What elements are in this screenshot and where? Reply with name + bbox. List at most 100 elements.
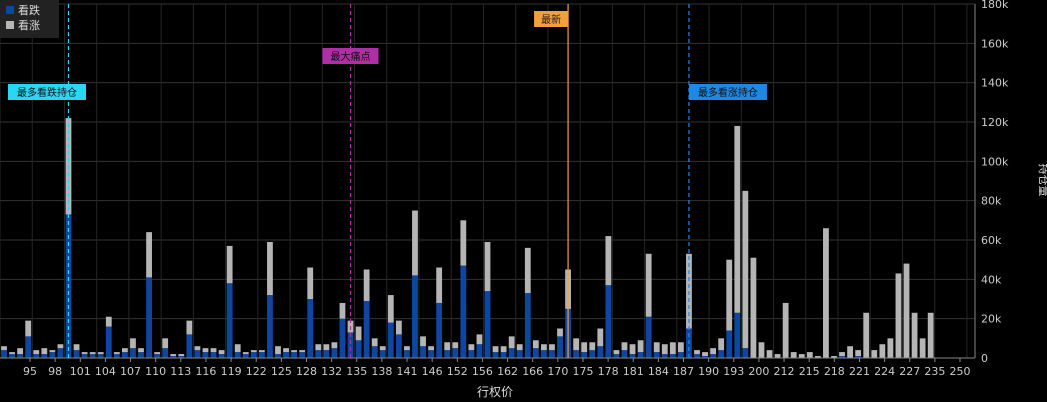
put-bar <box>331 348 338 358</box>
call-bar <box>919 338 926 358</box>
call-bar <box>782 302 789 358</box>
put-bar <box>138 352 144 358</box>
call-bar <box>412 210 418 276</box>
put-bar <box>234 352 241 358</box>
put-bar <box>557 336 563 358</box>
put-bar <box>186 334 193 358</box>
put-bar <box>242 354 249 358</box>
call-bar <box>661 344 668 355</box>
put-bar <box>734 312 741 358</box>
call-bar <box>371 338 378 347</box>
x-tick-label: 190 <box>698 365 719 378</box>
x-tick-label: 110 <box>145 365 166 378</box>
put-bar <box>315 350 322 358</box>
call-bar <box>57 344 64 349</box>
put-bar <box>194 350 201 358</box>
put-bar <box>500 352 507 358</box>
put-bar <box>669 354 676 358</box>
call-bar <box>218 350 225 355</box>
call-bar <box>25 320 32 337</box>
put-bar <box>436 302 443 358</box>
put-bar <box>476 344 483 358</box>
x-tick-label: 221 <box>849 365 870 378</box>
x-tick-label: 193 <box>723 365 744 378</box>
x-tick-label: 119 <box>221 365 242 378</box>
call-bar <box>250 350 257 353</box>
call-bar <box>790 352 797 358</box>
y-tick-label: 40k <box>981 273 1002 286</box>
x-tick-label: 200 <box>748 365 769 378</box>
put-bar <box>637 352 644 358</box>
call-bar <box>645 253 652 317</box>
x-tick-label: 152 <box>447 365 468 378</box>
y-tick-label: 140k <box>981 77 1009 90</box>
legend-item-put[interactable]: 看跌 <box>6 4 40 18</box>
put-bar <box>468 350 475 358</box>
call-bar <box>226 245 233 284</box>
call-bar <box>49 350 56 353</box>
call-bar <box>186 320 193 335</box>
put-bar <box>105 326 112 358</box>
call-bar <box>855 350 862 357</box>
x-tick-label: 116 <box>195 365 216 378</box>
put-bar <box>17 354 24 358</box>
call-bar <box>887 338 894 358</box>
put-bar <box>355 340 362 358</box>
call-bar <box>677 342 684 353</box>
put-bar <box>387 322 394 358</box>
legend-item-call[interactable]: 看涨 <box>6 19 40 33</box>
put-bar <box>613 354 620 358</box>
put-bar <box>162 348 169 358</box>
call-bar <box>694 350 700 355</box>
x-tick-label: 170 <box>547 365 568 378</box>
call-bar <box>17 348 24 355</box>
put-bar <box>428 350 434 358</box>
call-bar <box>573 338 580 351</box>
call-bar <box>605 236 612 286</box>
call-bar <box>766 350 773 358</box>
put-bar <box>283 352 289 358</box>
call-bar <box>702 352 708 357</box>
x-tick-label: 162 <box>497 365 518 378</box>
put-bar <box>250 352 257 358</box>
put-bar <box>291 352 298 358</box>
x-tick-label: 227 <box>899 365 920 378</box>
call-bar <box>549 344 555 351</box>
call-bar <box>73 344 80 351</box>
put-bar <box>589 350 596 358</box>
put-bar <box>49 352 56 358</box>
put-bar <box>258 352 265 358</box>
call-bar <box>532 340 539 349</box>
call-bar <box>130 338 136 349</box>
legend-put-label: 看跌 <box>18 4 40 17</box>
put-bar <box>677 352 684 358</box>
call-bar <box>895 273 902 358</box>
call-bar <box>742 190 749 349</box>
call-bar <box>823 228 829 358</box>
call-bar <box>404 346 410 351</box>
call-bar <box>89 352 96 355</box>
put-bar <box>81 354 88 358</box>
put-bar <box>146 277 152 358</box>
put-bar <box>1 350 7 358</box>
x-tick-label: 146 <box>422 365 443 378</box>
y-tick-label: 180k <box>981 0 1009 11</box>
put-bar <box>694 354 700 358</box>
x-tick-label: 113 <box>170 365 191 378</box>
put-bar <box>73 350 80 358</box>
call-bar <box>105 316 112 327</box>
call-bar <box>710 348 717 355</box>
call-bar <box>597 328 604 347</box>
call-bar <box>460 220 467 266</box>
call-bar <box>444 342 451 351</box>
call-bar <box>355 326 362 341</box>
put-bar <box>653 352 660 358</box>
call-bar <box>750 257 757 358</box>
put-bar <box>452 348 459 358</box>
call-bar <box>871 350 878 358</box>
put-bar <box>57 348 64 358</box>
call-bar <box>154 352 161 355</box>
put-bar <box>508 348 515 358</box>
put-bar <box>605 285 612 358</box>
